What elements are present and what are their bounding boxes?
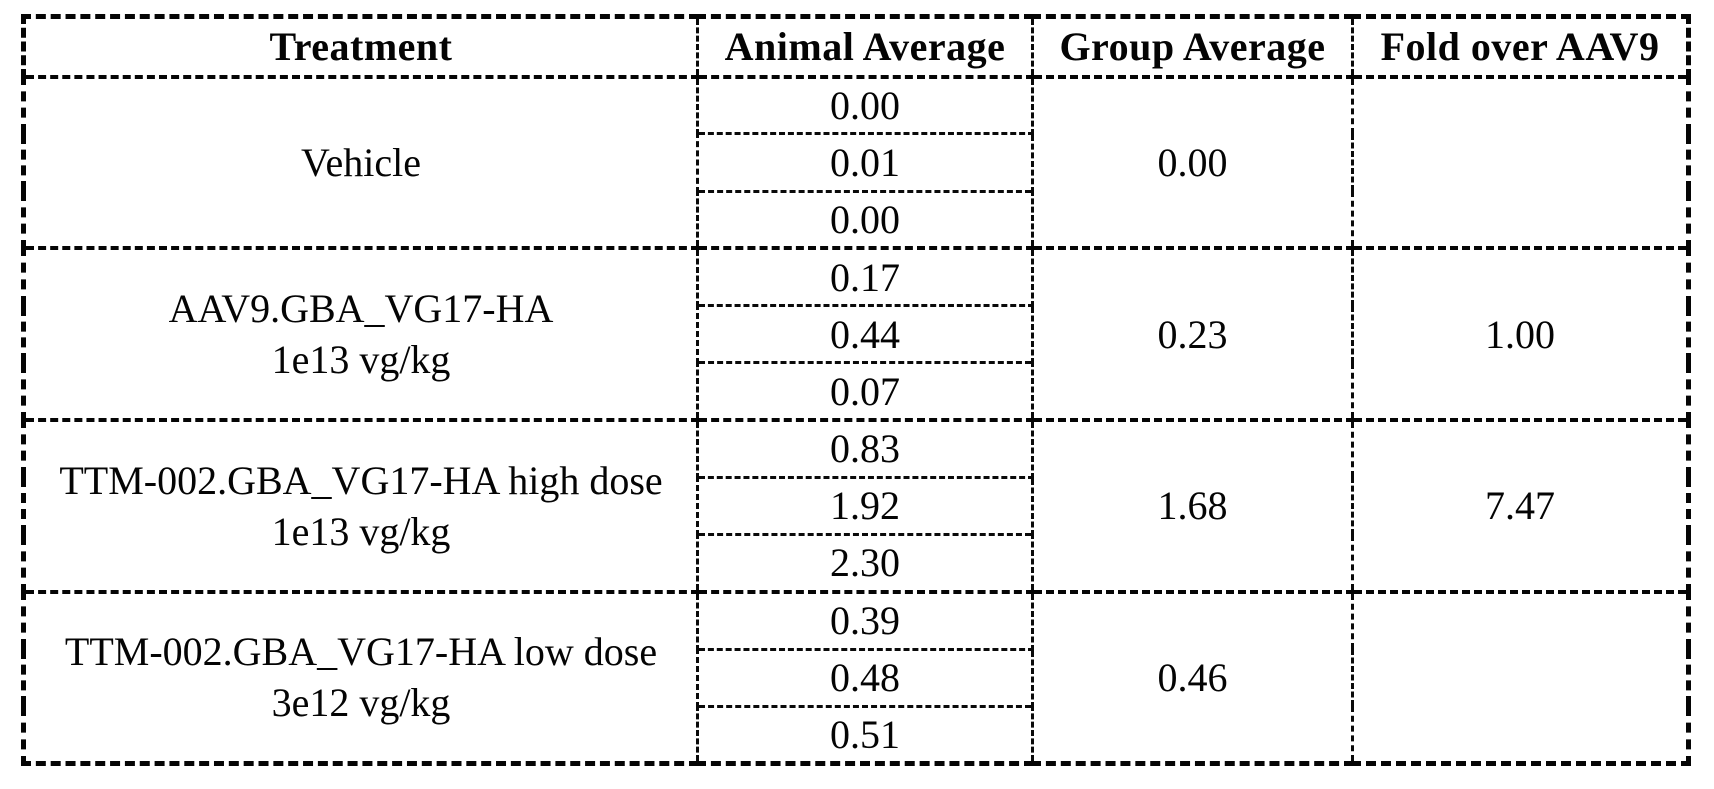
table-row: 0.00 — [24, 189, 1689, 250]
animal-average-cell: 0.39 — [696, 589, 1034, 651]
animal-average-cell: 0.00 — [696, 189, 1034, 250]
animal-average-cell: 0.83 — [696, 417, 1034, 479]
treatment-dose: 1e13 vg/kg — [271, 337, 451, 383]
treatment-cell: TTM-002.GBA_VG17-HA low dose 3e12 vg/kg — [22, 589, 699, 765]
table-row: 2.30 — [24, 532, 1689, 594]
fold-over-aav9-cell — [1351, 74, 1690, 250]
animal-average-cell: 0.51 — [696, 704, 1034, 766]
column-header-animal-average: Animal Average — [696, 15, 1034, 79]
fold-over-aav9-cell — [1351, 589, 1690, 765]
treatment-dose: 3e12 vg/kg — [271, 680, 451, 726]
animal-average-cell: 0.00 — [696, 74, 1034, 136]
group-average-cell: 0.00 — [1031, 74, 1354, 250]
table-row: 0.07 — [24, 361, 1689, 422]
animal-average-cell: 2.30 — [696, 532, 1034, 594]
animal-average-cell: 0.17 — [696, 246, 1034, 308]
table-row: Vehicle 0.00 0.00 — [22, 74, 1690, 250]
column-header-fold-over-aav9: Fold over AAV9 — [1351, 15, 1690, 79]
table-row: TTM-002.GBA_VG17-HA low dose 3e12 vg/kg … — [22, 589, 1690, 765]
column-header-treatment: Treatment — [22, 15, 699, 79]
animal-average-cell: 0.07 — [696, 361, 1034, 422]
table-row: 1.92 — [24, 475, 1689, 537]
animal-average-cell: 0.44 — [696, 303, 1034, 365]
treatment-name: TTM-002.GBA_VG17-HA high dose — [59, 457, 663, 503]
treatment-name: AAV9.GBA_VG17-HA — [168, 285, 554, 331]
table-row: TTM-002.GBA_VG17-HA high dose 1e13 vg/kg… — [22, 417, 1690, 594]
treatment-cell: TTM-002.GBA_VG17-HA high dose 1e13 vg/kg — [22, 418, 699, 594]
fold-over-aav9-cell: 7.47 — [1351, 418, 1690, 594]
animal-average-cell: 0.01 — [696, 132, 1034, 193]
group-average-cell: 0.46 — [1031, 589, 1354, 765]
treatment-dose: 1e13 vg/kg — [271, 508, 451, 554]
fold-over-aav9-cell: 1.00 — [1351, 246, 1690, 422]
table-row: AAV9.GBA_VG17-HA 1e13 vg/kg 0.17 0.23 1.… — [22, 246, 1690, 422]
header-row: Treatment Animal Average Group Average F… — [22, 15, 1690, 79]
animal-average-cell: 0.48 — [696, 647, 1034, 708]
dose-group-average-table: Treatment Animal Average Group Average F… — [21, 14, 1691, 766]
treatment-cell: AAV9.GBA_VG17-HA 1e13 vg/kg — [22, 246, 699, 422]
table-row: 0.44 — [24, 303, 1689, 365]
table-row: 0.48 — [24, 647, 1689, 708]
table-row: 0.51 — [24, 704, 1689, 766]
treatment-name: TTM-002.GBA_VG17-HA low dose — [64, 629, 658, 675]
table-row: 0.01 — [24, 132, 1689, 193]
group-average-cell: 0.23 — [1031, 246, 1354, 422]
treatment-cell: Vehicle — [22, 74, 699, 250]
animal-average-cell: 1.92 — [696, 475, 1034, 537]
column-header-group-average: Group Average — [1031, 15, 1354, 79]
treatment-name: Vehicle — [301, 139, 421, 185]
group-average-cell: 1.68 — [1031, 418, 1354, 594]
